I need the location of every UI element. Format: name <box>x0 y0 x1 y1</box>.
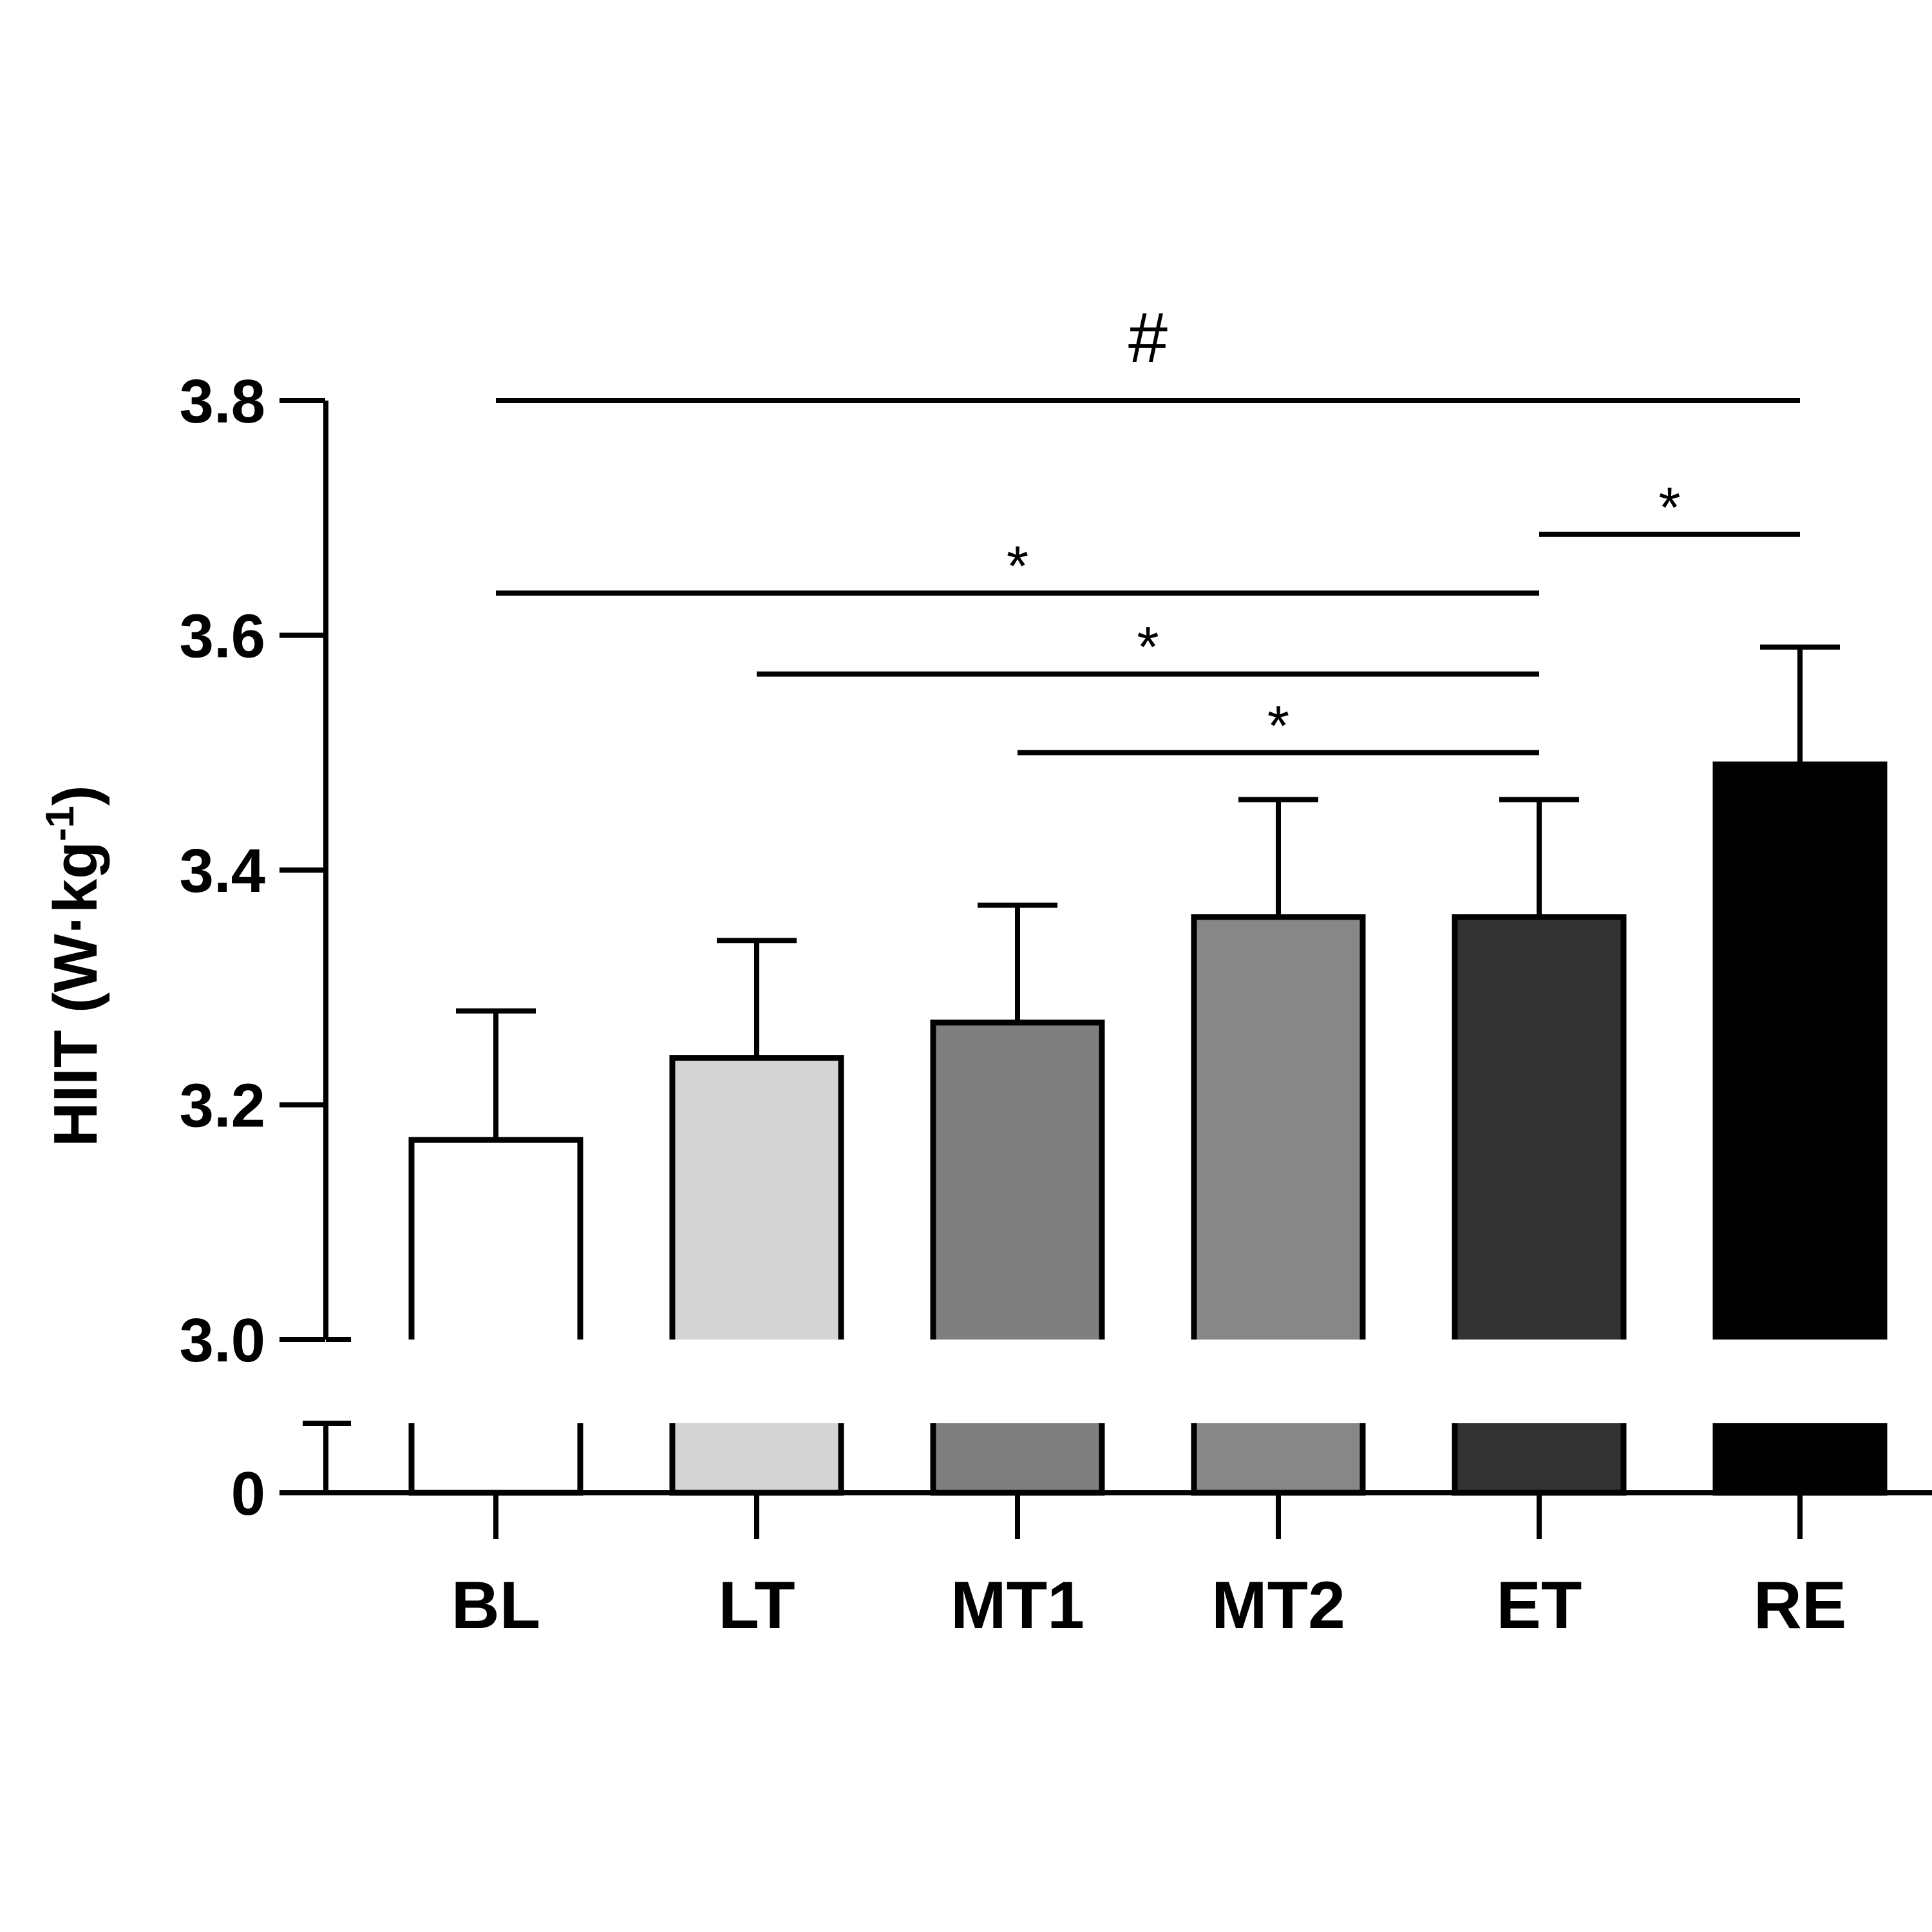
bar-lower-mt1 <box>930 1423 1105 1496</box>
bar-lower-lt <box>669 1423 844 1496</box>
error-bars <box>456 644 1840 1539</box>
bar-lower-mt2 <box>1191 1423 1366 1496</box>
significance-label-4: * <box>1137 615 1159 679</box>
x-tick-label-bl: BL <box>451 1568 541 1643</box>
x-tick-label-mt1: MT1 <box>951 1568 1084 1643</box>
y-axis-label-close: ) <box>41 785 110 806</box>
bar-lt <box>669 1055 844 1340</box>
significance-label-3: * <box>1007 534 1028 598</box>
y-axis-label-superscript: -1 <box>38 806 82 841</box>
significance-label-1: # <box>1128 298 1168 377</box>
x-tick-label-re: RE <box>1754 1568 1846 1643</box>
bar-lower-et <box>1452 1423 1627 1496</box>
y-tick-label: 3.4 <box>180 837 265 905</box>
x-tick-label-et: ET <box>1497 1568 1582 1643</box>
y-tick-label: 3.2 <box>180 1072 265 1141</box>
bar-lower-bl <box>408 1423 583 1496</box>
y-tick-label: 3.6 <box>180 602 265 671</box>
x-tick-labels: BL LT MT1 MT2 ET RE <box>451 1568 1847 1643</box>
y-axis-label: HIIT (W·kg-1) <box>38 785 110 1147</box>
significance-label-5: * <box>1267 694 1289 757</box>
y-ticks: 3.0 3.2 3.4 3.6 3.8 0 <box>180 367 351 1528</box>
bars <box>408 761 1888 1496</box>
bar-mt1 <box>930 1019 1105 1340</box>
y-axis-label-main: HIIT (W·kg <box>41 841 110 1147</box>
significance-label-2: * <box>1658 475 1680 539</box>
bar-bl <box>408 1137 583 1340</box>
bar-et <box>1452 914 1627 1340</box>
y-tick-label-zero: 0 <box>231 1459 265 1528</box>
x-tick-label-mt2: MT2 <box>1211 1568 1345 1643</box>
bar-re <box>1712 761 1888 1340</box>
bar-lower-re <box>1712 1423 1888 1496</box>
bar-mt2 <box>1191 914 1366 1340</box>
significance-brackets: # * * * * <box>496 298 1800 757</box>
x-tick-label-lt: LT <box>718 1568 795 1643</box>
y-tick-label: 3.8 <box>180 367 265 436</box>
y-tick-label: 3.0 <box>180 1306 265 1375</box>
svg-text:HIIT (W·kg-1): HIIT (W·kg-1) <box>38 785 110 1147</box>
